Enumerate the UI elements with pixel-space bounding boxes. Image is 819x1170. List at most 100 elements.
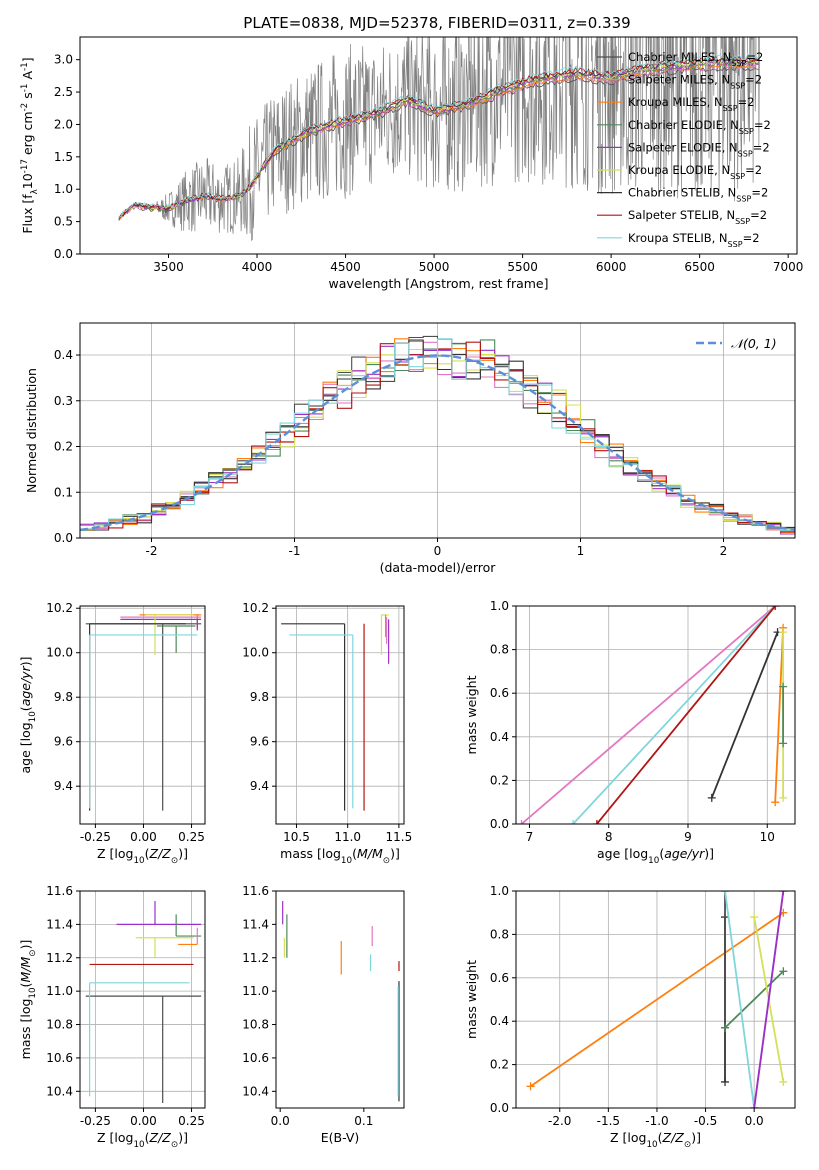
gaussian-curve [80,354,795,532]
x-tick-label: 5000 [419,260,450,274]
point-4 [120,618,202,631]
grid [276,606,404,824]
weight-line-3 [721,967,788,1032]
x-axis-label: Z [log10(Z/Z⊙)] [97,1130,188,1150]
x-tick-label: 2 [720,544,728,558]
y-tick-label: 3.0 [54,53,73,67]
model-line-5 [118,58,759,218]
y-tick-label: 11.6 [242,884,269,898]
y-tick-label: 0.0 [54,531,73,545]
point-4 [135,937,194,958]
x-axis-label: E(B-V) [321,1130,360,1145]
legend-label: Salpeter STELIB, NSSP=2 [628,208,767,226]
x-tick-label: 0.0 [271,1114,290,1128]
axes-age_vs_Z: -0.25 0.00 0.25 9.4 9.6 9.8 10.0 10.2 Z [log10(Z… [18,601,206,866]
figure-title: PLATE=0838, MJD=52378, FIBERID=0311, z=0… [243,14,630,32]
histogram-step-8 [80,338,795,532]
x-axis-label: Z [log10(Z/Z⊙)] [610,1130,701,1150]
x-tick-label: 10.5 [283,830,310,844]
y-tick-label: 0.4 [54,348,73,362]
x-tick-label: 0.25 [178,830,205,844]
y-tick-label: 11.0 [242,984,269,998]
x-axis-label: age [log10(age/yr)] [597,846,714,866]
y-axis-label: mass weight [464,960,479,1039]
x-tick-label: -2.0 [548,1114,571,1128]
y-tick-label: 2.0 [54,117,73,131]
legend-label: Kroupa STELIB, NSSP=2 [628,231,760,249]
plot-area [85,614,202,811]
y-tick-label: 0.6 [490,686,509,700]
y-tick-label: 1.5 [54,150,73,164]
y-tick-label: 9.8 [250,690,269,704]
y-tick-label: 2.5 [54,85,73,99]
x-tick-label: -0.5 [694,1114,717,1128]
axes-mass_vs_Z: -0.25 0.00 0.25 10.4 10.6 10.8 11.0 11.2 11.4 11.… [18,884,206,1150]
legend-label: Kroupa MILES, NSSP=2 [628,95,755,113]
y-tick-label: 10.0 [242,646,269,660]
weight-line-7 [750,891,788,1108]
legend-label: Chabrier ELODIE, NSSP=2 [628,118,771,136]
x-axis-label: Z [log10(Z/Z⊙)] [97,846,188,866]
x-axis-label: (data-model)/error [380,560,497,575]
axes-mass_weight_vs_Z: -2.0 -1.5 -1.0 -0.5 0.0 0.0 0.2 0.4 0.6 0.8 1.0 Z [… [464,884,796,1150]
legend-label: Kroupa ELODIE, NSSP=2 [628,163,762,181]
x-tick-label: 7000 [773,260,804,274]
y-axis-label: age [log10(age/yr)] [18,656,38,773]
x-tick-label: 5500 [507,260,538,274]
y-tick-label: 1.0 [490,884,509,898]
y-tick-label: 0.2 [490,1058,509,1072]
y-tick-label: 0.0 [490,817,509,831]
y-tick-label: 10.6 [242,1051,269,1065]
y-tick-label: 10.2 [242,601,269,615]
y-axis-label: Normed distribution [24,368,39,493]
x-tick-label: 8 [605,830,613,844]
y-tick-label: 0.6 [490,971,509,985]
weight-line-2 [592,606,780,824]
x-tick-label: 7 [526,830,534,844]
x-tick-label: 0.25 [178,1114,205,1128]
axes-mass_weight_vs_age: 7 8 9 10 0.0 0.2 0.4 0.6 0.8 1.0 age [log10(age/yr… [464,599,796,866]
y-tick-label: 10.6 [46,1051,73,1065]
x-tick-label: 1 [577,544,585,558]
y-axis-label: mass weight [464,675,479,754]
y-tick-label: 10.8 [242,1018,269,1032]
axes-spectrum: 3500 4000 4500 5000 5500 6000 6500 7000 0.0 0.5 1.… [20,36,804,291]
x-tick-label: -2 [146,544,158,558]
axes-mass_vs_EBV: 0.0 0.1 10.4 10.6 10.8 11.0 11.2 11.4 11.6 E(B-V) [242,884,405,1145]
plot-area [118,37,760,242]
model-line-8 [118,54,759,218]
model-line-4 [118,59,759,221]
point-1 [289,634,354,809]
y-tick-label: 11.4 [242,917,269,931]
grid [80,606,205,824]
y-tick-label: 9.4 [54,779,73,793]
axes-age_vs_mass: 10.5 11.0 11.5 9.4 9.6 9.8 10.0 10.2 mass [log10… [242,601,412,866]
legend-label: 𝒩(0, 1) [731,336,777,351]
y-tick-label: 9.6 [54,735,73,749]
legend-label: Salpeter ELODIE, NSSP=2 [628,140,770,158]
point-2 [89,982,190,1097]
y-tick-label: 11.2 [46,951,73,965]
weight-line-4 [771,623,788,807]
y-tick-label: 9.8 [54,690,73,704]
x-tick-label: 6000 [596,260,627,274]
legend-label: Chabrier STELIB, NSSP=2 [628,186,768,204]
y-axis-label: Flux [fλ10-17 erg cm-2 s-1 A-1] [20,57,40,233]
y-tick-label: 0.4 [490,1014,509,1028]
y-tick-label: 0.4 [490,730,509,744]
data-spectrum-line [118,37,760,242]
legend-label: Chabrier MILES, NSSP=2 [628,50,763,68]
x-tick-label: 0 [434,544,442,558]
x-tick-label: 10 [760,830,775,844]
y-tick-label: 0.2 [490,773,509,787]
weight-line-0 [526,908,788,1091]
y-tick-label: 10.0 [46,646,73,660]
x-tick-label: -0.25 [80,830,111,844]
y-tick-label: 10.4 [242,1084,269,1098]
y-tick-label: 10.2 [46,601,73,615]
x-axis-label: wavelength [Angstrom, rest frame] [328,276,548,291]
x-tick-label: -1.5 [597,1114,620,1128]
y-tick-label: 10.8 [46,1018,73,1032]
plot-area [526,891,788,1108]
plot-area [85,901,202,1103]
